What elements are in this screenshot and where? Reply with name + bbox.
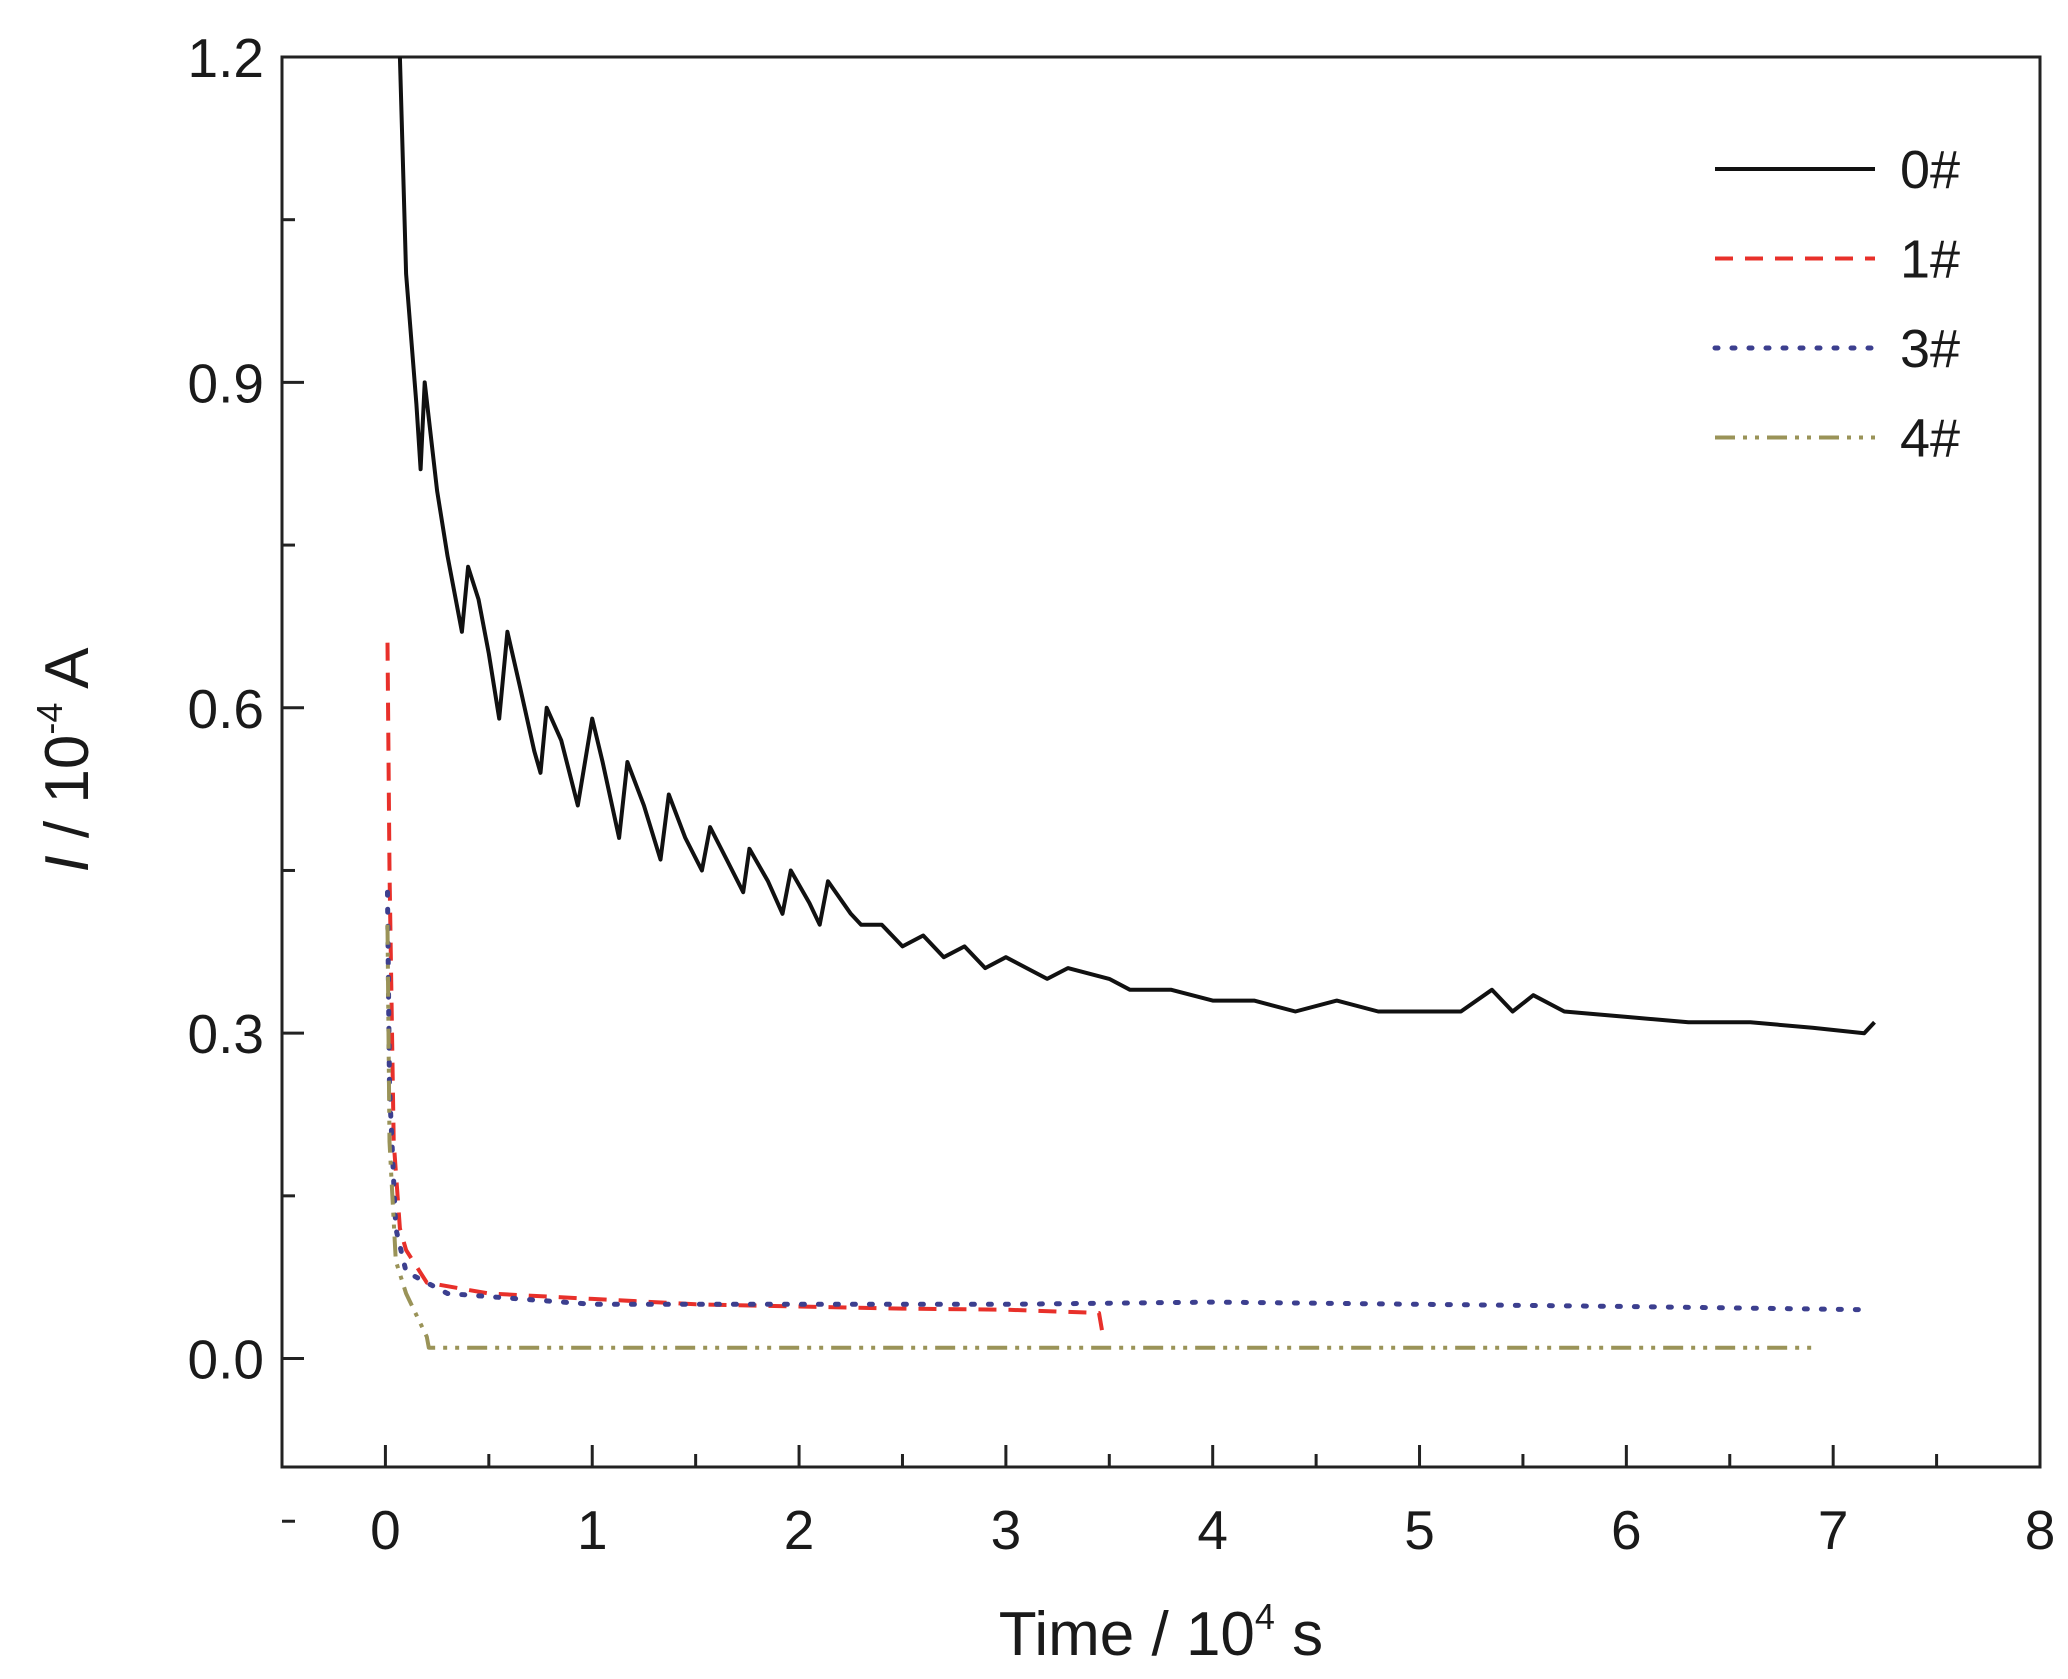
y-tick-label: 0.0 [188,1329,264,1391]
x-tick-label: 0 [370,1499,401,1561]
x-tick-label: 7 [1818,1499,1849,1561]
y-tick-label: 0.3 [188,1003,264,1065]
series-line-1 [385,642,1106,1338]
y-tick-label: 0.9 [188,352,264,414]
legend-label: 4# [1900,409,1960,469]
series-group [385,56,1876,1350]
y-tick-label: 1.2 [188,27,264,89]
series-line-4 [385,924,1813,1350]
plot-frame [280,55,2042,1469]
x-tick-label: 6 [1611,1499,1642,1561]
legend: 0# 1# 3# 4# [1712,140,1960,469]
x-axis-label: Time / 104 s [999,1596,1323,1669]
legend-label: 0# [1900,140,1960,200]
y-axis-label: I / 10-4 A [29,647,102,873]
legend-label: 3# [1900,319,1960,379]
x-tick-label: 4 [1197,1499,1228,1561]
x-tick-label: 1 [577,1499,608,1561]
series-line-0 [397,56,1876,1036]
x-tick-label: 5 [1404,1499,1435,1561]
series-line-3 [385,889,1867,1313]
x-tick-label: 8 [2025,1499,2056,1561]
x-tick-label: 3 [991,1499,1022,1561]
ticks: 0 1 2 3 4 5 6 7 8 0.0 0.3 0.6 0.9 1.2 [188,27,2056,1561]
y-tick-label: 0.6 [188,678,264,740]
x-tick-label: 2 [784,1499,815,1561]
legend-label: 1# [1900,230,1960,290]
